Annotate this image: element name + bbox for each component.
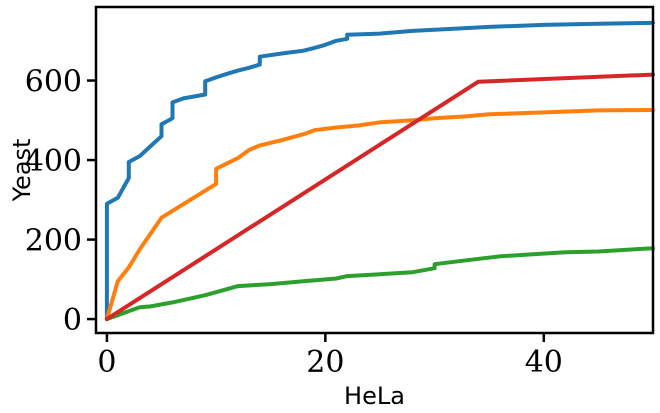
x-axis-label: HeLa bbox=[344, 382, 405, 410]
y-tick-label: 600 bbox=[25, 65, 82, 100]
y-tick-label: 400 bbox=[25, 144, 82, 179]
plot-frame bbox=[94, 5, 655, 335]
series-line-3 bbox=[104, 246, 655, 322]
series-line-1 bbox=[104, 20, 655, 322]
x-tick-label: 40 bbox=[525, 345, 563, 380]
y-axis-label: Yeast bbox=[8, 139, 36, 203]
series-layer bbox=[104, 20, 655, 322]
x-tick-label: 20 bbox=[306, 345, 344, 380]
series-line-4 bbox=[104, 72, 655, 322]
y-tick-label: 0 bbox=[63, 303, 82, 338]
y-tick-label: 200 bbox=[25, 224, 82, 259]
x-tick-label: 0 bbox=[97, 345, 116, 380]
series-line-2 bbox=[104, 108, 655, 322]
